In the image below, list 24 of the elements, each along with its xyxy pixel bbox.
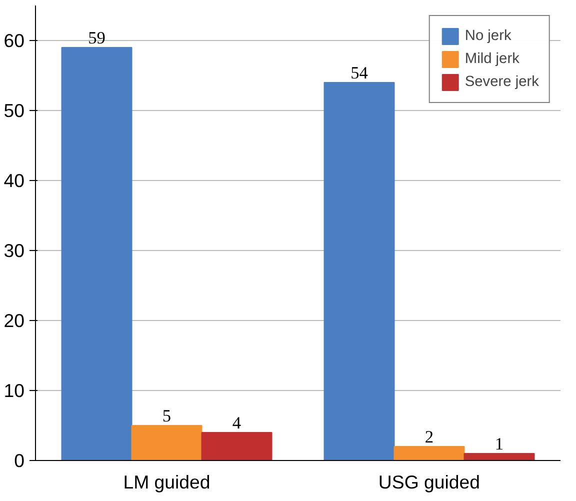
- y-tick-label: 40: [4, 170, 25, 191]
- data-label: 5: [162, 406, 172, 426]
- x-tick-label: USG guided: [378, 472, 480, 492]
- legend-label: No jerk: [464, 28, 512, 44]
- bar: [394, 446, 465, 460]
- data-label: 59: [88, 28, 106, 48]
- legend-label: Mild jerk: [464, 51, 520, 67]
- y-tick-label: 0: [14, 450, 25, 471]
- y-tick-label: 50: [4, 100, 25, 121]
- y-tick-label: 60: [4, 30, 25, 51]
- y-tick-label: 30: [4, 240, 25, 261]
- bar: [201, 432, 272, 460]
- bar: [324, 82, 395, 460]
- x-tick-label: LM guided: [123, 472, 210, 492]
- y-tick-label: 10: [4, 380, 25, 401]
- data-label: 2: [424, 428, 434, 446]
- bar: [61, 47, 132, 460]
- bar: [464, 453, 535, 460]
- y-tick-label: 20: [4, 310, 25, 331]
- data-label: 54: [350, 64, 368, 82]
- data-label: 4: [232, 414, 242, 432]
- legend-label: Severe jerk: [464, 74, 539, 90]
- data-label: 1: [494, 434, 504, 454]
- bar: [131, 425, 202, 460]
